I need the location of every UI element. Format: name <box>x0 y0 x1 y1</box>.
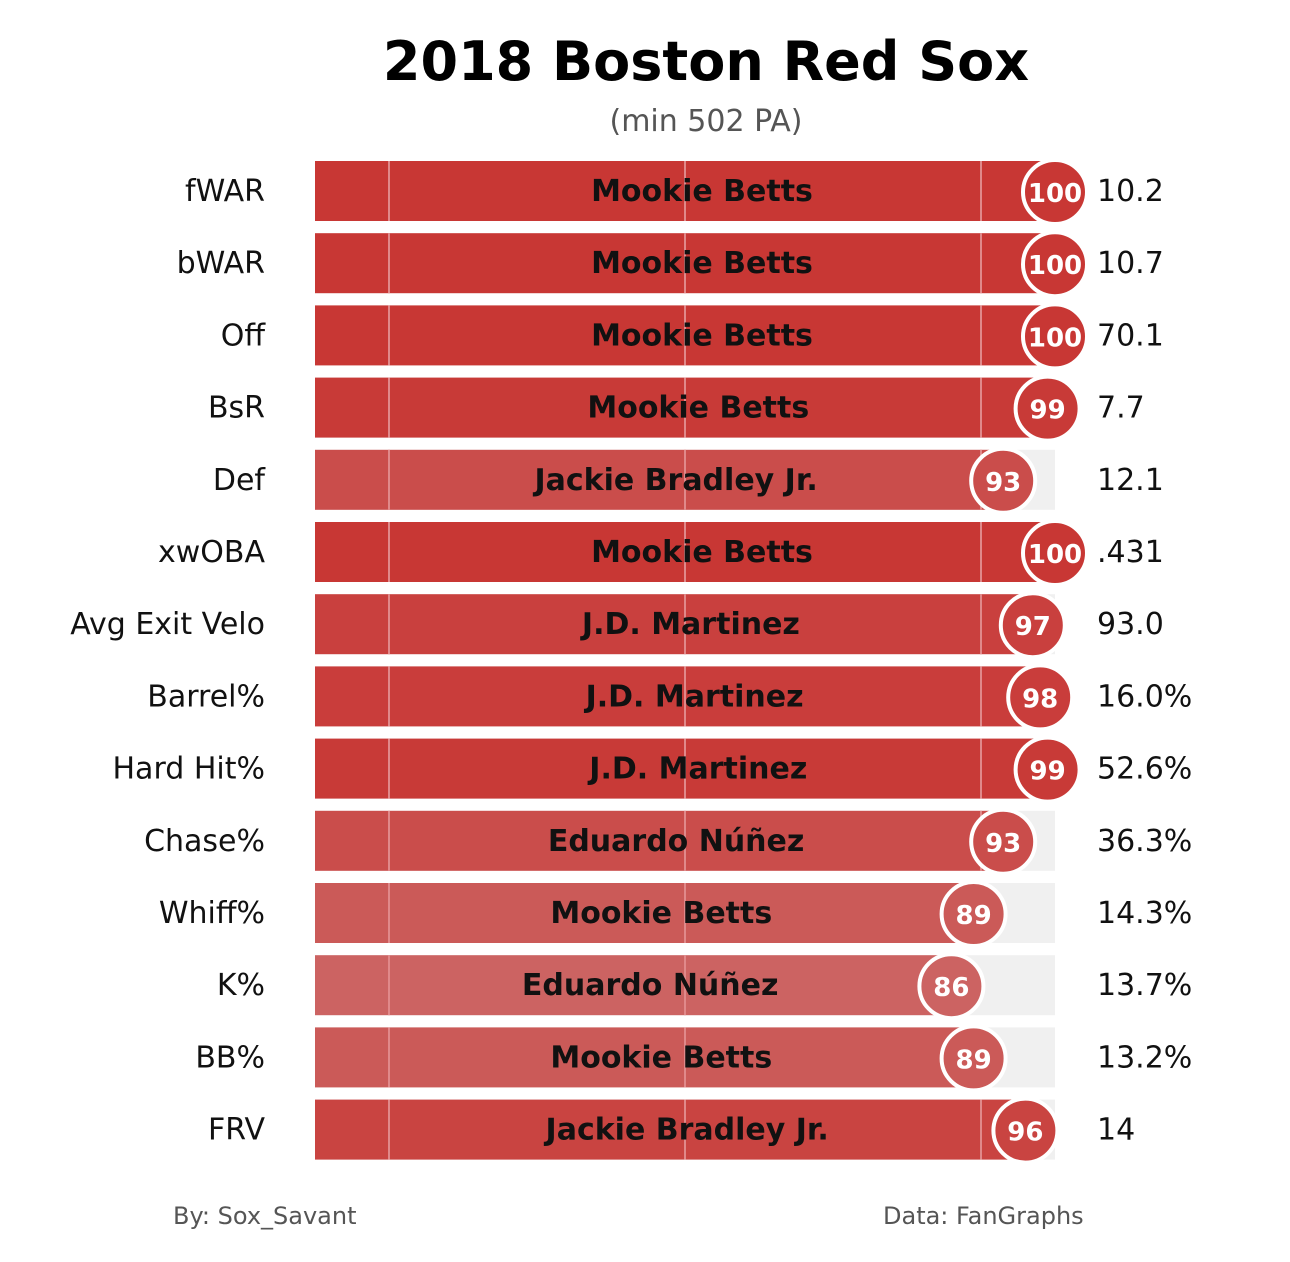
stat-value: 10.7 <box>1097 246 1164 281</box>
percentile-label: 89 <box>956 1045 992 1075</box>
percentile-label: 98 <box>1022 684 1058 714</box>
metric-label: Avg Exit Velo <box>70 607 265 642</box>
metric-label: fWAR <box>185 174 265 209</box>
percentile-circle <box>939 880 1008 948</box>
metric-label: xwOBA <box>158 535 265 570</box>
percentile-circle <box>917 952 986 1021</box>
percentile-label: 86 <box>933 973 969 1003</box>
metric-label: Def <box>213 463 267 498</box>
player-name: Mookie Betts <box>591 318 813 353</box>
percentile-circle <box>969 807 1038 876</box>
percentile-label: 99 <box>1030 757 1066 787</box>
percentile-label: 93 <box>985 468 1021 498</box>
player-name: Mookie Betts <box>591 535 813 570</box>
percentile-circle <box>1021 158 1089 226</box>
percentile-label: 100 <box>1028 251 1082 281</box>
bar-fill <box>315 666 1041 727</box>
credit-author: By: Sox_Savant <box>173 1202 357 1230</box>
bar-fill <box>315 1099 1026 1160</box>
player-name: J.D. Martinez <box>584 679 804 714</box>
stat-value: 12.1 <box>1097 463 1164 498</box>
percentile-circle <box>1021 519 1089 587</box>
percentile-circle <box>939 1024 1008 1093</box>
player-name: Mookie Betts <box>591 174 813 209</box>
percentile-circle <box>1021 302 1089 371</box>
percentile-circle <box>1021 230 1089 299</box>
percentile-circle <box>998 591 1067 660</box>
player-name: J.D. Martinez <box>580 607 800 642</box>
percentile-label: 97 <box>1015 612 1051 642</box>
bar-fill <box>315 594 1033 655</box>
percentile-label: 100 <box>1028 323 1082 353</box>
stat-value: 52.6% <box>1097 752 1192 787</box>
bar-fill <box>315 955 952 1016</box>
player-name: J.D. Martinez <box>587 752 807 787</box>
bar-fill <box>315 377 1048 438</box>
credit-source: Data: FanGraphs <box>883 1202 1084 1230</box>
metric-label: Chase% <box>144 824 265 859</box>
bar-fill <box>315 738 1048 799</box>
percentile-circle <box>969 446 1038 515</box>
stat-value: 16.0% <box>1097 679 1192 714</box>
player-name: Mookie Betts <box>550 896 772 931</box>
chart-subtitle: (min 502 PA) <box>609 104 803 139</box>
percentile-label: 89 <box>956 901 992 931</box>
stat-value: 7.7 <box>1097 391 1145 426</box>
player-name: Jackie Bradley Jr. <box>544 1113 829 1148</box>
chart-title: 2018 Boston Red Sox <box>382 30 1030 93</box>
stat-value: 36.3% <box>1097 824 1192 859</box>
metric-label: Off <box>221 318 267 353</box>
metric-label: BB% <box>195 1040 265 1075</box>
stat-value: 10.2 <box>1097 174 1164 209</box>
percentile-circle <box>1006 663 1075 732</box>
metric-label: Hard Hit% <box>113 752 266 787</box>
player-name: Mookie Betts <box>550 1040 772 1075</box>
stat-value: .431 <box>1097 535 1164 570</box>
stat-value: 13.2% <box>1097 1040 1192 1075</box>
metric-label: Barrel% <box>147 679 265 714</box>
player-name: Jackie Bradley Jr. <box>532 463 817 498</box>
bar-fill <box>315 1027 974 1088</box>
percentile-label: 100 <box>1028 540 1082 570</box>
player-name: Mookie Betts <box>587 391 809 426</box>
stat-value: 14.3% <box>1097 896 1192 931</box>
bar-fill <box>315 449 1004 510</box>
percentile-label: 96 <box>1007 1118 1043 1148</box>
percentile-label: 99 <box>1030 396 1066 426</box>
bar-fill <box>315 810 1004 871</box>
metric-label: FRV <box>208 1113 265 1148</box>
stat-value: 93.0 <box>1097 607 1164 642</box>
player-name: Mookie Betts <box>591 246 813 281</box>
stat-value: 13.7% <box>1097 968 1192 1003</box>
stat-value: 70.1 <box>1097 318 1164 353</box>
percentile-circle <box>1013 735 1082 804</box>
metric-label: K% <box>217 968 265 1003</box>
metric-label: bWAR <box>177 246 265 281</box>
percentile-label: 93 <box>985 829 1021 859</box>
stat-value: 14 <box>1097 1113 1135 1148</box>
bar-fill <box>315 883 974 943</box>
percentile-circle <box>991 1096 1060 1165</box>
percentile-label: 100 <box>1028 179 1082 209</box>
percentile-circle <box>1013 374 1082 443</box>
metric-label: BsR <box>208 391 265 426</box>
player-name: Eduardo Núñez <box>548 824 805 859</box>
metric-label: Whiff% <box>159 896 265 931</box>
player-name: Eduardo Núñez <box>522 968 779 1003</box>
